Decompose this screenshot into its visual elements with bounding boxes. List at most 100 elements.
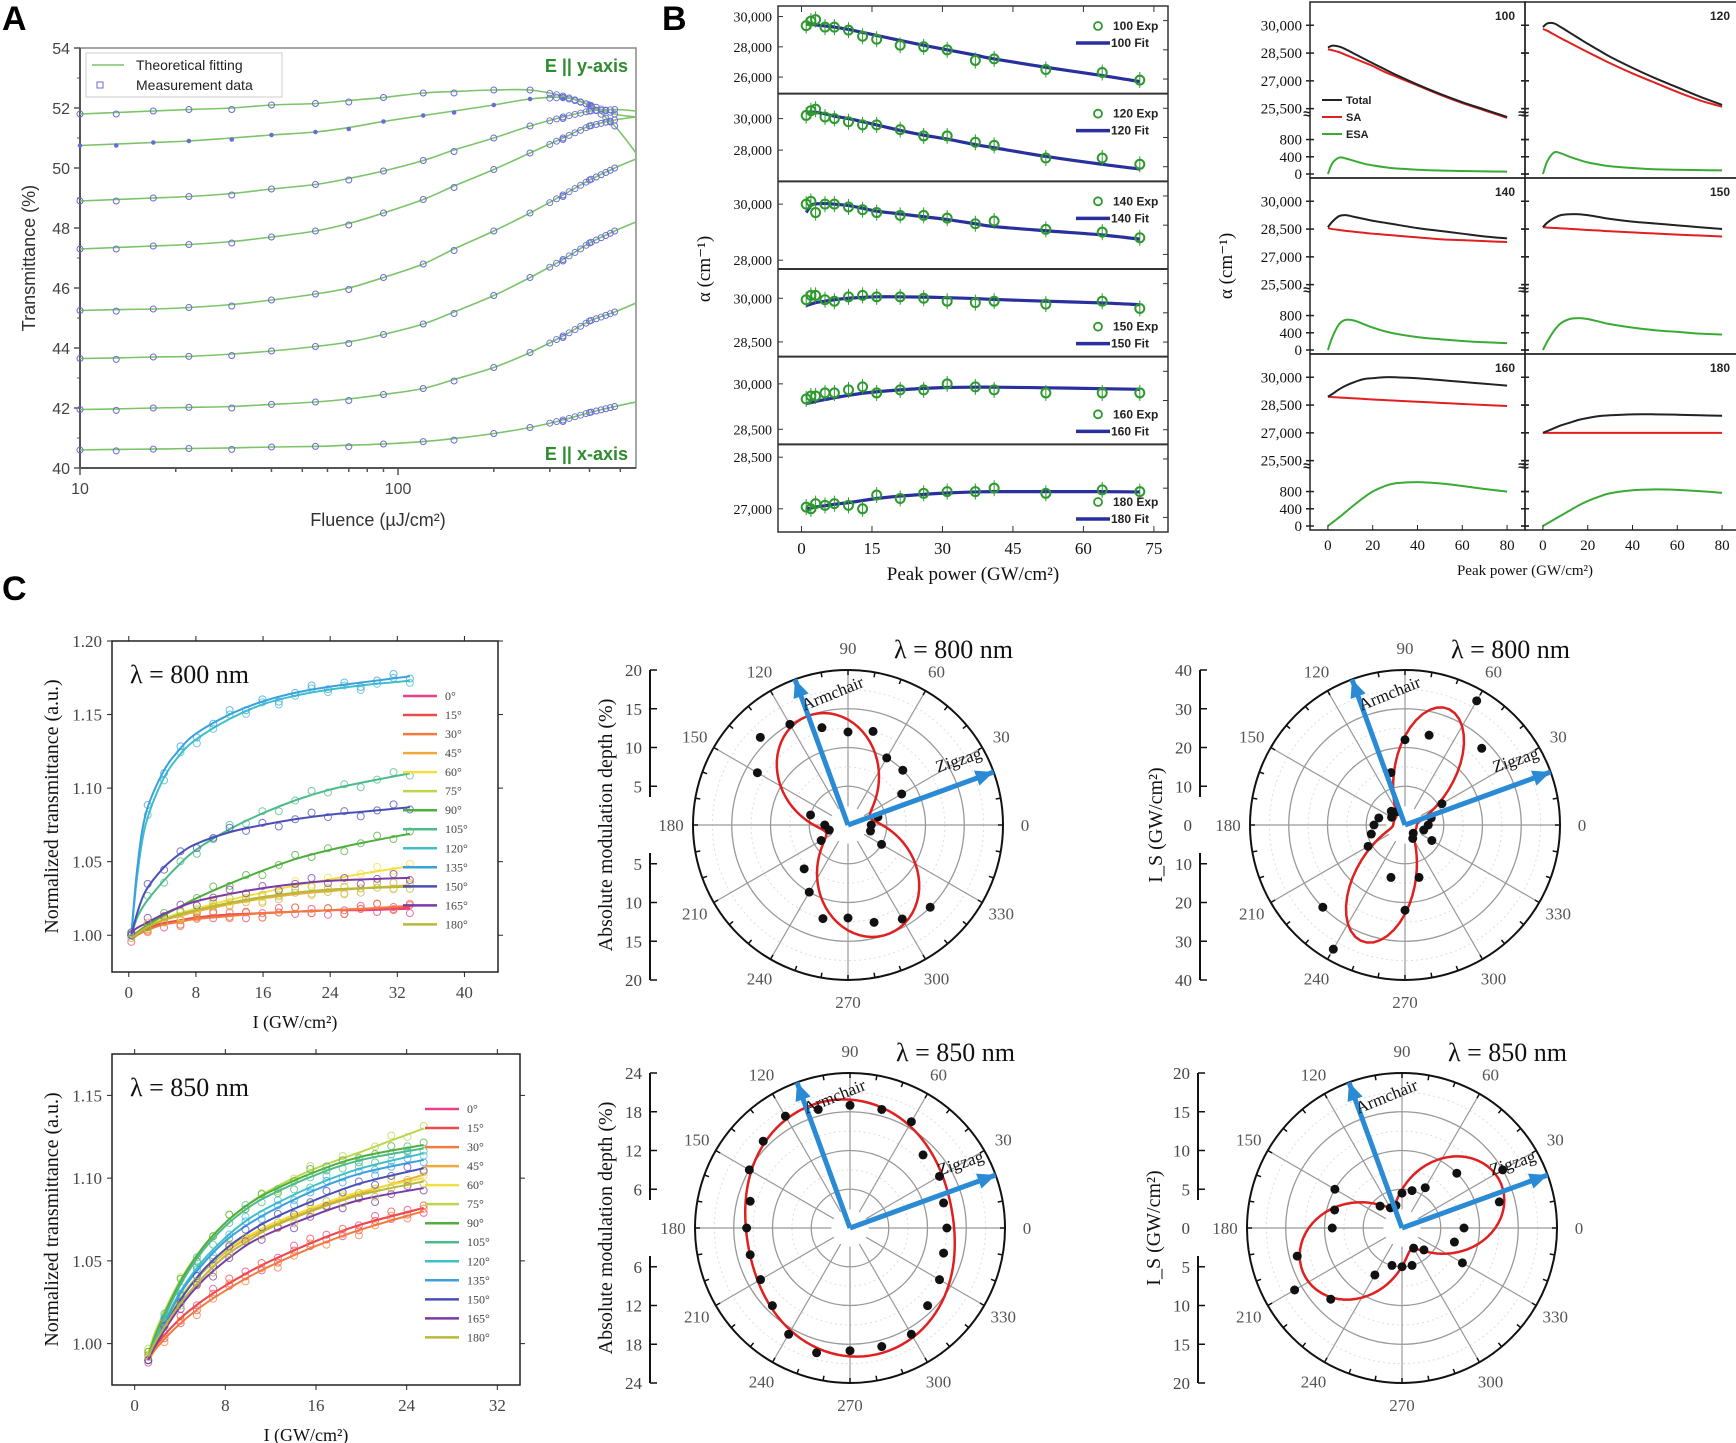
y-tick-label: 42: [52, 401, 70, 418]
exp-point: [1040, 298, 1052, 310]
angle-minor-tick: [820, 972, 823, 978]
angle-minor-tick: [1476, 1093, 1481, 1099]
zigzag-arrow: [1401, 1172, 1549, 1231]
data-point: [389, 768, 398, 777]
fit-line: [804, 201, 1140, 241]
grid-spoke: [1326, 840, 1397, 960]
radial-axis-label: I_S (GW/cm²): [1145, 767, 1167, 882]
angle-tick-label: 0: [1023, 1219, 1032, 1238]
radial-tick-label: 0: [1184, 816, 1193, 835]
data-point: [322, 1162, 331, 1171]
angle-minor-tick: [995, 797, 1001, 800]
data-point: [274, 700, 283, 709]
exp-point: [857, 381, 869, 393]
legend-label: 15°: [445, 708, 462, 722]
data-point: [356, 783, 365, 792]
y-axis-label: Normalized transmittance (a.u.): [41, 1092, 63, 1346]
armchair-label: Armchair: [799, 672, 867, 714]
data-point: [419, 438, 427, 446]
legend-label: 180°: [445, 917, 468, 931]
data-point: [1419, 825, 1429, 835]
data-point: [606, 310, 614, 318]
zigzag-arrow: [1404, 769, 1552, 828]
data-point: [813, 1104, 823, 1114]
data-point: [225, 1234, 234, 1243]
data-point: [565, 329, 573, 337]
angle-minor-tick: [964, 1127, 970, 1133]
data-point: [602, 405, 610, 413]
data-point: [307, 874, 316, 883]
exp-point: [969, 136, 981, 148]
data-point: [290, 1241, 299, 1250]
data-point: [209, 1240, 218, 1249]
y-tick-label: 50: [52, 161, 70, 178]
angle-tick-label: 0: [1021, 816, 1030, 835]
data-point: [322, 1197, 331, 1206]
data-point: [258, 807, 267, 816]
data-point: [877, 1342, 887, 1352]
data-point: [127, 928, 136, 937]
data-point: [939, 1248, 949, 1258]
data-point: [77, 143, 83, 148]
data-point: [1328, 944, 1338, 954]
legend-label: 45°: [467, 1159, 484, 1173]
angle-minor-tick: [1516, 1323, 1522, 1329]
data-point: [1400, 905, 1410, 915]
fit-line: [130, 806, 410, 936]
data-point: [225, 1274, 234, 1283]
data-point: [306, 1207, 315, 1216]
angle-tick-label: 330: [1543, 1308, 1569, 1327]
data-point: [76, 355, 84, 362]
total-line: [1542, 213, 1723, 231]
data-point: [597, 106, 605, 114]
y-tick-label: 800: [1280, 485, 1303, 501]
data-point: [419, 1171, 428, 1180]
data-point: [877, 839, 887, 849]
data-point: [291, 903, 300, 912]
angle-tick-label: 240: [747, 969, 773, 988]
data-point: [340, 780, 349, 789]
data-point: [225, 894, 234, 903]
data-point: [1424, 730, 1434, 740]
data-point: [307, 852, 316, 861]
data-point: [160, 918, 169, 927]
data-point: [306, 1188, 315, 1197]
data-point: [323, 883, 332, 892]
data-point: [611, 308, 619, 316]
data-point: [934, 1171, 944, 1181]
data-point: [906, 1329, 916, 1339]
data-point: [403, 1142, 412, 1151]
data-point: [346, 126, 352, 132]
data-point: [450, 436, 458, 444]
data-point: [258, 882, 267, 891]
exp-point: [842, 384, 854, 396]
data-point: [490, 166, 498, 173]
data-point: [209, 1257, 218, 1266]
data-point: [338, 1151, 347, 1160]
x-tick-label: 16: [308, 1396, 325, 1415]
exp-point: [857, 503, 869, 515]
exp-point: [969, 381, 981, 393]
angle-tick-label: 270: [1389, 1396, 1415, 1415]
exp-point: [1096, 67, 1108, 79]
angle-minor-tick: [715, 1149, 721, 1154]
data-point: [592, 315, 600, 323]
data-point: [553, 336, 560, 343]
data-point: [587, 102, 595, 110]
angle-minor-tick: [873, 972, 876, 978]
chart-c-polar-modulation-850nm: 0 30 60 90 120 150 180 210 240 270 300 330 6 6 12 12 18 1…: [595, 1038, 1031, 1415]
sa-line: [1327, 227, 1508, 244]
chart-c-polar-is-850nm: 0306090120150180210240270300330551010151…: [1143, 1038, 1583, 1415]
data-point: [752, 768, 762, 778]
grid-spoke: [1323, 1093, 1394, 1213]
grid-spoke: [1413, 840, 1484, 960]
data-point: [387, 1131, 396, 1140]
data-point: [345, 221, 353, 229]
data-point: [345, 443, 353, 451]
angle-minor-tick: [979, 1149, 985, 1154]
data-point: [192, 733, 201, 742]
data-point: [419, 1204, 428, 1213]
data-point: [338, 1204, 347, 1213]
legend-fit-label: 120 Fit: [1111, 124, 1149, 138]
data-point: [143, 879, 152, 888]
